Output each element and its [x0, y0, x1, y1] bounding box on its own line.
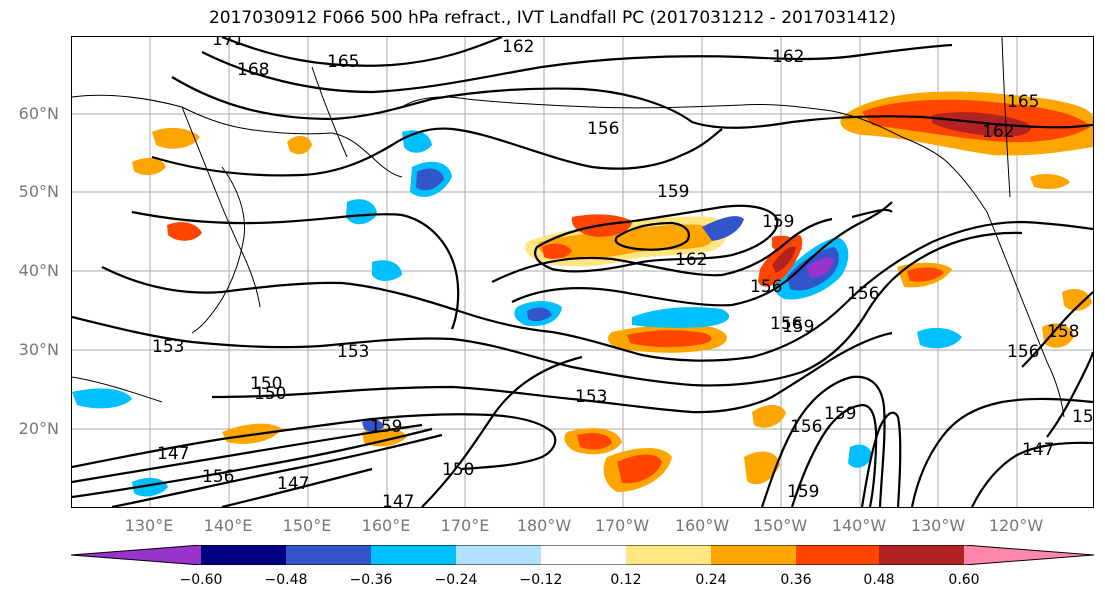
contour-label: 159 [370, 417, 402, 437]
contour-label: 156 [770, 314, 802, 334]
colorbar-segment [711, 545, 796, 565]
contour-label: 159 [657, 182, 689, 202]
contour-label: 159 [787, 482, 819, 502]
lon-label: 150°E [282, 516, 332, 535]
contour-label: 162 [675, 250, 707, 270]
colorbar-segment [626, 545, 711, 565]
coastlines [72, 37, 1065, 418]
contour-label: 156 [587, 119, 619, 139]
map-panel: 171 168 165 162 162 165 162 156 159 162 … [71, 36, 1094, 508]
contour-label: 156 [202, 467, 234, 487]
contour-label: 156 [1007, 342, 1039, 362]
lon-label: 140°W [831, 516, 887, 535]
colorbar-tick-label: 0.60 [948, 572, 980, 588]
contour-label: 162 [982, 122, 1014, 142]
contour-label: 156 [750, 277, 782, 297]
contour-label: 171 [212, 37, 244, 50]
colorbar-tick-label: −0.48 [264, 572, 308, 588]
lat-label: 50°N [18, 182, 59, 201]
contour-label: 158 [1047, 322, 1079, 342]
contour-label: 159 [824, 404, 856, 424]
contour-label: 165 [1007, 92, 1039, 112]
lon-label: 160°E [361, 516, 411, 535]
lon-label: 150°W [752, 516, 808, 535]
contour-label: 150 [442, 460, 474, 480]
contour-label: 159 [782, 317, 814, 337]
lon-label: 130°E [124, 516, 174, 535]
colorbar-tick-label: −0.36 [349, 572, 393, 588]
lon-label: 170°W [594, 516, 650, 535]
colorbar-tick-label: −0.60 [179, 572, 223, 588]
colorbar [71, 545, 1094, 565]
contour-label: 147 [277, 474, 309, 494]
colorbar-segment [201, 545, 286, 565]
contour-labels: 171 168 165 162 162 165 162 156 159 162 … [152, 37, 1093, 507]
contour-label: 162 [772, 47, 804, 67]
colorbar-segment [286, 545, 371, 565]
colorbar-tick-label: 0.24 [695, 572, 727, 588]
colorbar-segment [964, 545, 1094, 565]
contour-label: 147 [1022, 440, 1054, 460]
contour-label: 156 [847, 284, 879, 304]
lat-label: 20°N [18, 419, 59, 438]
colorbar-segment [371, 545, 456, 565]
colorbar-tick-label: −0.24 [434, 572, 478, 588]
lon-label: 140°E [203, 516, 253, 535]
lon-label: 120°W [988, 516, 1044, 535]
lon-label: 130°W [910, 516, 966, 535]
contour-label: 150 [254, 384, 286, 404]
contour-label: 162 [502, 37, 534, 57]
colorbar-segment [456, 545, 541, 565]
map-title: 2017030912 F066 500 hPa refract., IVT La… [208, 8, 896, 28]
lon-label: 160°W [674, 516, 730, 535]
contour-label: 153 [152, 337, 184, 357]
lon-label: 170°E [440, 516, 490, 535]
colorbar-tick-label: 0.48 [863, 572, 895, 588]
refractivity-contours [72, 37, 1093, 507]
contour-label: 147 [157, 444, 189, 464]
contour-label: 168 [237, 60, 269, 80]
lon-label: 180°W [516, 516, 572, 535]
contour-label: 150 [250, 374, 282, 394]
colorbar-tick-label: 0.12 [610, 572, 642, 588]
map-svg: 171 168 165 162 162 165 162 156 159 162 … [72, 37, 1093, 507]
lat-label: 40°N [18, 261, 59, 280]
contour-label: 147 [382, 492, 414, 507]
colorbar-segment [796, 545, 879, 565]
lat-label: 60°N [18, 104, 59, 123]
contour-label: 159 [762, 212, 794, 232]
colorbar-segment [71, 545, 201, 565]
colorbar-segment [879, 545, 964, 565]
colorbar-tick-label: 0.36 [780, 572, 812, 588]
contour-label: 153 [575, 387, 607, 407]
contour-label: 153 [337, 342, 369, 362]
contour-label: 150 [1072, 407, 1093, 427]
colorbar-tick-label: −0.12 [519, 572, 563, 588]
contour-label: 156 [790, 417, 822, 437]
colorbar-segment [541, 545, 626, 565]
lat-label: 30°N [18, 340, 59, 359]
contour-label: 165 [327, 52, 359, 72]
